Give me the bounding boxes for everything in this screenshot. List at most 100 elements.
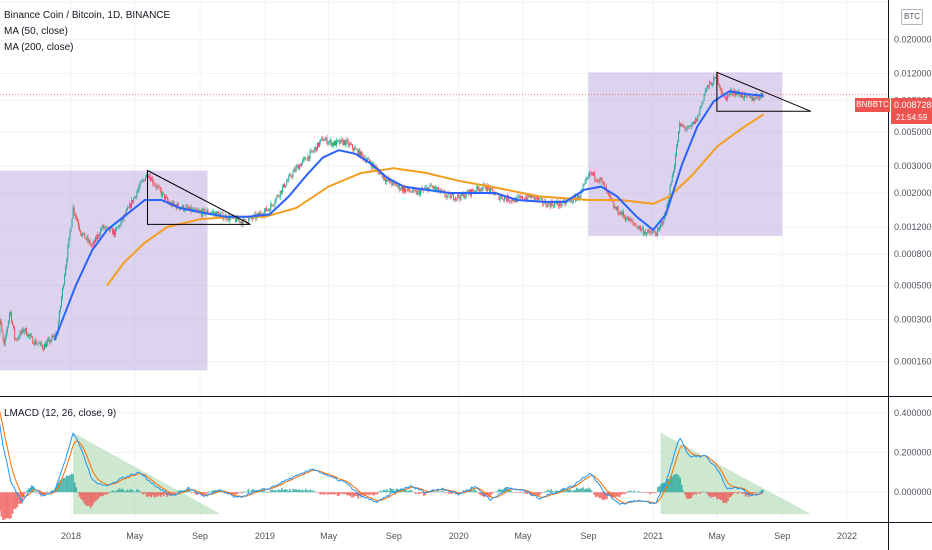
candle-body bbox=[455, 197, 457, 200]
candle-body bbox=[600, 177, 602, 180]
candle-body bbox=[760, 92, 762, 96]
candle-body bbox=[434, 186, 436, 190]
candle-body bbox=[461, 193, 463, 196]
macd-line bbox=[0, 422, 764, 506]
macd-histogram-bar bbox=[424, 492, 427, 496]
candle-body bbox=[662, 221, 664, 224]
candle-body bbox=[118, 225, 120, 228]
candle-body bbox=[119, 225, 121, 226]
macd-histogram-bar bbox=[26, 490, 28, 493]
macd-histogram-bar bbox=[521, 491, 524, 493]
candle-body bbox=[411, 192, 413, 193]
candle-body bbox=[229, 217, 231, 221]
candle-body bbox=[640, 228, 642, 230]
candle-body bbox=[741, 93, 743, 98]
candle-body bbox=[126, 208, 128, 211]
macd-histogram-bar bbox=[641, 492, 643, 493]
macd-histogram-bar bbox=[644, 492, 646, 493]
macd-histogram-bar bbox=[566, 490, 568, 493]
candle-body bbox=[320, 139, 322, 142]
candle-body bbox=[92, 241, 94, 246]
macd-histogram-bar bbox=[410, 489, 412, 493]
macd-histogram-bar bbox=[340, 492, 342, 494]
macd-histogram-bar bbox=[688, 492, 691, 499]
macd-histogram-bar bbox=[112, 490, 114, 493]
candle-body bbox=[167, 197, 169, 202]
candle-body bbox=[570, 199, 572, 202]
candle-body bbox=[548, 202, 550, 204]
candle-body bbox=[529, 195, 531, 197]
candle-body bbox=[89, 240, 91, 245]
macd-histogram-bar bbox=[5, 492, 8, 519]
candle-body bbox=[2, 331, 4, 339]
macd-histogram-bar bbox=[97, 492, 100, 499]
candle-body bbox=[242, 218, 244, 225]
candle-body bbox=[86, 237, 88, 240]
candle-body bbox=[676, 146, 678, 156]
macd-histogram-bar bbox=[277, 489, 280, 493]
candle-body bbox=[392, 181, 394, 185]
candle-body bbox=[538, 198, 540, 201]
candle-body bbox=[525, 197, 527, 200]
macd-histogram-bar bbox=[496, 491, 498, 493]
candle-body bbox=[418, 190, 420, 195]
time-tick-label: Sep bbox=[386, 531, 402, 541]
candle-body bbox=[0, 319, 2, 325]
candle-body bbox=[81, 233, 83, 236]
macd-histogram-bar bbox=[134, 491, 137, 493]
macd-histogram-bar bbox=[704, 492, 707, 493]
candle-body bbox=[158, 186, 160, 188]
candle-body bbox=[595, 179, 597, 180]
macd-histogram-bar bbox=[739, 492, 742, 493]
candle-body bbox=[155, 185, 157, 188]
candle-body bbox=[23, 330, 25, 333]
candle-body bbox=[378, 170, 380, 175]
macd-histogram-bar bbox=[292, 488, 294, 493]
macd-histogram-bar bbox=[429, 492, 431, 493]
candle-body bbox=[739, 94, 741, 98]
macd-histogram-bar bbox=[54, 487, 57, 493]
candle-body bbox=[406, 189, 408, 191]
macd-histogram-bar bbox=[306, 490, 309, 493]
macd-histogram-bar bbox=[755, 492, 758, 494]
price-tick-label: 0.001200 bbox=[894, 222, 932, 232]
macd-histogram-bar bbox=[370, 492, 372, 494]
candle-body bbox=[749, 95, 751, 98]
macd-histogram-bar bbox=[537, 492, 540, 497]
candle-body bbox=[659, 227, 661, 230]
candle-body bbox=[754, 98, 756, 101]
time-tick-label: May bbox=[708, 531, 726, 541]
macd-histogram-bar bbox=[163, 492, 165, 497]
candle-body bbox=[9, 312, 11, 314]
candle-body bbox=[235, 218, 237, 222]
macd-histogram-bar bbox=[303, 490, 305, 493]
macd-histogram-bar bbox=[580, 488, 583, 493]
candle-body bbox=[391, 183, 393, 185]
macd-histogram-bar bbox=[75, 487, 78, 493]
candle-body bbox=[540, 197, 542, 199]
candle-body bbox=[347, 140, 349, 146]
candle-body bbox=[661, 221, 663, 225]
candle-body bbox=[137, 189, 139, 193]
macd-histogram-bar bbox=[118, 488, 121, 493]
candle-body bbox=[655, 234, 657, 236]
candle-body bbox=[76, 218, 78, 222]
candle-body bbox=[585, 178, 587, 182]
candle-body bbox=[28, 334, 30, 337]
candle-body bbox=[425, 187, 427, 189]
candle-body bbox=[504, 197, 506, 199]
price-tick-label: 0.000500 bbox=[894, 280, 932, 290]
candle-body bbox=[622, 211, 624, 216]
candle-body bbox=[154, 184, 156, 186]
macd-histogram-bar bbox=[325, 492, 328, 494]
macd-histogram-bar bbox=[242, 491, 245, 493]
currency-badge[interactable]: BTC bbox=[901, 9, 923, 25]
macd-histogram-bar bbox=[50, 491, 52, 493]
macd-histogram-bar bbox=[497, 489, 500, 493]
candle-body bbox=[416, 191, 418, 195]
candle-body bbox=[313, 149, 315, 152]
macd-histogram-bar bbox=[137, 490, 140, 493]
candle-body bbox=[476, 186, 478, 192]
price-tick-label: 0.020000 bbox=[894, 34, 932, 44]
